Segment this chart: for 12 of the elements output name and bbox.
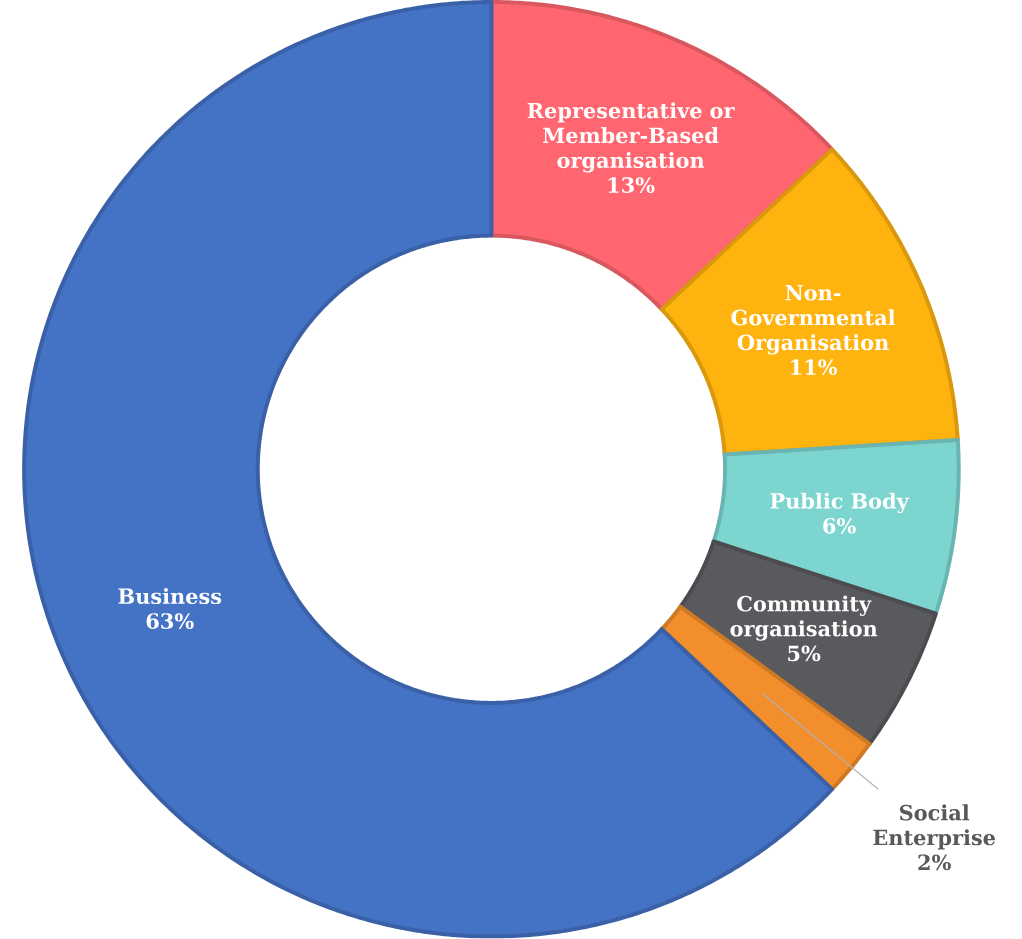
slice-label: Community organisation xyxy=(730,595,878,642)
slice-label: Business xyxy=(118,588,222,605)
slice-label: Non-Governmental Organisation xyxy=(731,285,896,355)
slice-label: Social Enterprise xyxy=(873,804,996,850)
data-label: 6% xyxy=(823,518,856,534)
data-label: 13% xyxy=(608,177,655,194)
slice-label: Public Body xyxy=(770,492,910,514)
data-label: 2% xyxy=(918,854,951,871)
slice-label: Representative or Member-Based organisation xyxy=(527,102,735,173)
data-label: 5% xyxy=(788,645,821,662)
data-label: 63% xyxy=(146,613,194,630)
data-label: 11% xyxy=(791,359,838,376)
